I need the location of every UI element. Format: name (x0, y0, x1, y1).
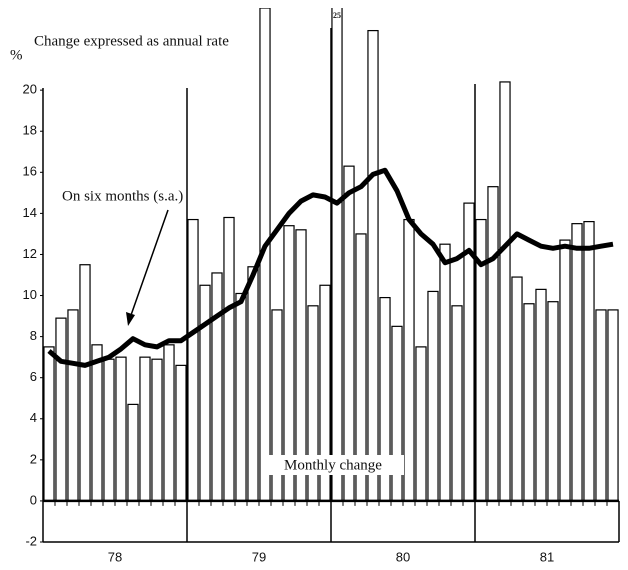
bar (583, 221, 595, 502)
bar (499, 81, 511, 502)
bar (415, 346, 427, 502)
bar (427, 290, 439, 502)
bar (127, 403, 139, 502)
bar (463, 202, 475, 502)
bar (595, 309, 607, 502)
bar (511, 276, 523, 502)
x-year-label: 80 (396, 549, 410, 564)
bar (151, 358, 163, 502)
y-tick-label: 4 (30, 410, 37, 425)
y-tick-label: 20 (23, 82, 37, 97)
bar (91, 344, 103, 502)
bar (367, 29, 379, 502)
y-tick-label: 0 (30, 492, 37, 507)
bar (103, 358, 115, 502)
bar (199, 284, 211, 502)
y-tick-label: 2 (30, 451, 37, 466)
bar (571, 223, 583, 502)
y-tick-label: 12 (23, 246, 37, 261)
chart-title: Change expressed as annual rate (34, 33, 229, 49)
y-tick-label: 18 (23, 123, 37, 138)
annotation-arrow (129, 209, 169, 319)
bar (223, 216, 235, 502)
bar (115, 356, 127, 502)
y-tick-label: 6 (30, 369, 37, 384)
series-label: Monthly change (284, 457, 382, 473)
bar (79, 264, 91, 502)
y-tick-label: 14 (23, 205, 37, 220)
bar (139, 356, 151, 502)
arrow-head (126, 312, 135, 326)
label-bg (262, 455, 404, 475)
y-unit: % (10, 47, 23, 63)
bar (547, 301, 559, 502)
y-tick-label: 8 (30, 328, 37, 343)
bar (235, 292, 247, 502)
bar (43, 346, 55, 502)
bar (331, 8, 343, 502)
y-tick-label: 16 (23, 164, 37, 179)
y-tick-label: -2 (25, 533, 37, 548)
bar (163, 344, 175, 502)
bar (487, 186, 499, 502)
y-tick-label: 10 (23, 287, 37, 302)
bar (67, 309, 79, 502)
x-year-label: 78 (108, 549, 122, 564)
bar (247, 266, 259, 502)
bar (559, 239, 571, 502)
bar (175, 364, 187, 502)
x-year-label: 79 (252, 549, 266, 564)
bar (535, 288, 547, 502)
value-label: 25 (333, 11, 341, 20)
bar (55, 317, 67, 502)
series-label: On six months (s.a.) (62, 188, 183, 204)
bar (187, 218, 199, 502)
bar (403, 218, 415, 502)
bar (211, 272, 223, 502)
line-series (47, 167, 614, 368)
bar (343, 165, 355, 502)
bar (451, 305, 463, 502)
x-year-label: 81 (540, 549, 554, 564)
bar (523, 303, 535, 502)
bar (607, 309, 619, 502)
bar (439, 243, 451, 502)
